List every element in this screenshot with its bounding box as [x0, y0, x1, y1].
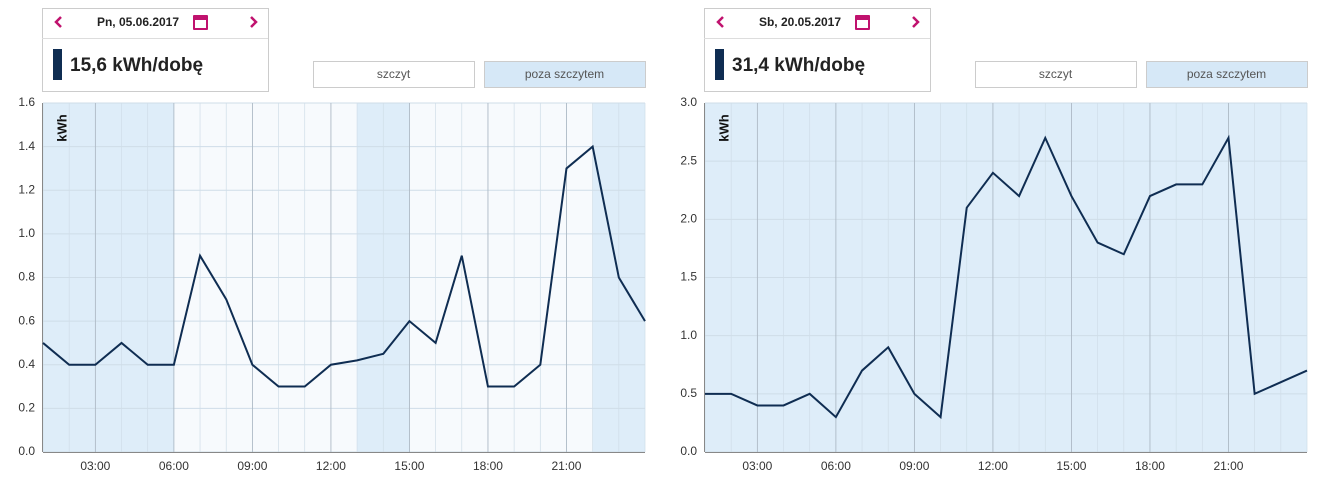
x-tick-label: 06:00 [821, 459, 851, 473]
tariff-button[interactable] [484, 61, 646, 88]
y-tick-label: 1.0 [18, 226, 35, 240]
x-tick-label: 12:00 [978, 459, 1008, 473]
prev-day[interactable] [54, 16, 62, 28]
calendar-inner [857, 20, 868, 28]
date-box [42, 8, 269, 92]
prev-day[interactable] [716, 16, 724, 28]
tariff-button-label[interactable]: poza szczytem [1187, 67, 1266, 81]
date-box [704, 8, 931, 92]
x-tick-label: 03:00 [742, 459, 772, 473]
x-tick-label: 15:00 [394, 459, 424, 473]
y-axis-label: kWh [54, 114, 69, 142]
x-tick-label: 21:00 [1213, 459, 1243, 473]
x-tick-label: 09:00 [899, 459, 929, 473]
y-tick-label: 0.4 [18, 357, 35, 371]
y-tick-label: 0.0 [680, 444, 697, 458]
y-tick-label: 1.6 [18, 95, 35, 109]
x-tick-label: 03:00 [80, 459, 110, 473]
y-tick-label: 2.5 [680, 153, 697, 167]
tariff-button-label[interactable]: szczyt [1039, 67, 1073, 81]
x-tick-label: 18:00 [1135, 459, 1165, 473]
y-tick-label: 3.0 [680, 95, 697, 109]
y-tick-label: 0.6 [18, 313, 35, 327]
next-day[interactable] [250, 16, 258, 28]
consumption-line [705, 134, 1308, 420]
total-label: 15,6 kWh/dobę [70, 55, 203, 76]
y-tick-label: 0.0 [18, 444, 35, 458]
y-tick-label: 0.2 [18, 401, 35, 415]
tariff-button[interactable] [313, 61, 475, 88]
total-marker [53, 49, 62, 80]
next-day[interactable] [912, 16, 920, 28]
calendar-inner [195, 20, 206, 28]
consumption-line [42, 144, 646, 388]
y-axis-label: kWh [716, 114, 731, 142]
date-label: Sb, 20.05.2017 [759, 15, 841, 29]
tariff-button[interactable] [1146, 61, 1308, 88]
y-tick-label: 1.0 [680, 328, 697, 342]
y-tick-label: 2.0 [680, 212, 697, 226]
x-tick-label: 06:00 [159, 459, 189, 473]
tariff-button[interactable] [975, 61, 1137, 88]
y-tick-label: 0.5 [680, 386, 697, 400]
x-tick-label: 12:00 [316, 459, 346, 473]
y-tick-label: 1.5 [680, 270, 697, 284]
date-label: Pn, 05.06.2017 [97, 15, 179, 29]
y-tick-label: 1.2 [18, 182, 35, 196]
tariff-button-label[interactable]: poza szczytem [525, 67, 604, 81]
total-label: 31,4 kWh/dobę [732, 55, 865, 76]
tariff-button-label[interactable]: szczyt [377, 67, 411, 81]
total-marker [715, 49, 724, 80]
x-tick-label: 18:00 [473, 459, 503, 473]
x-tick-label: 21:00 [551, 459, 581, 473]
y-tick-label: 0.8 [18, 270, 35, 284]
y-tick-label: 1.4 [18, 139, 35, 153]
x-tick-label: 15:00 [1056, 459, 1086, 473]
x-tick-label: 09:00 [237, 459, 267, 473]
